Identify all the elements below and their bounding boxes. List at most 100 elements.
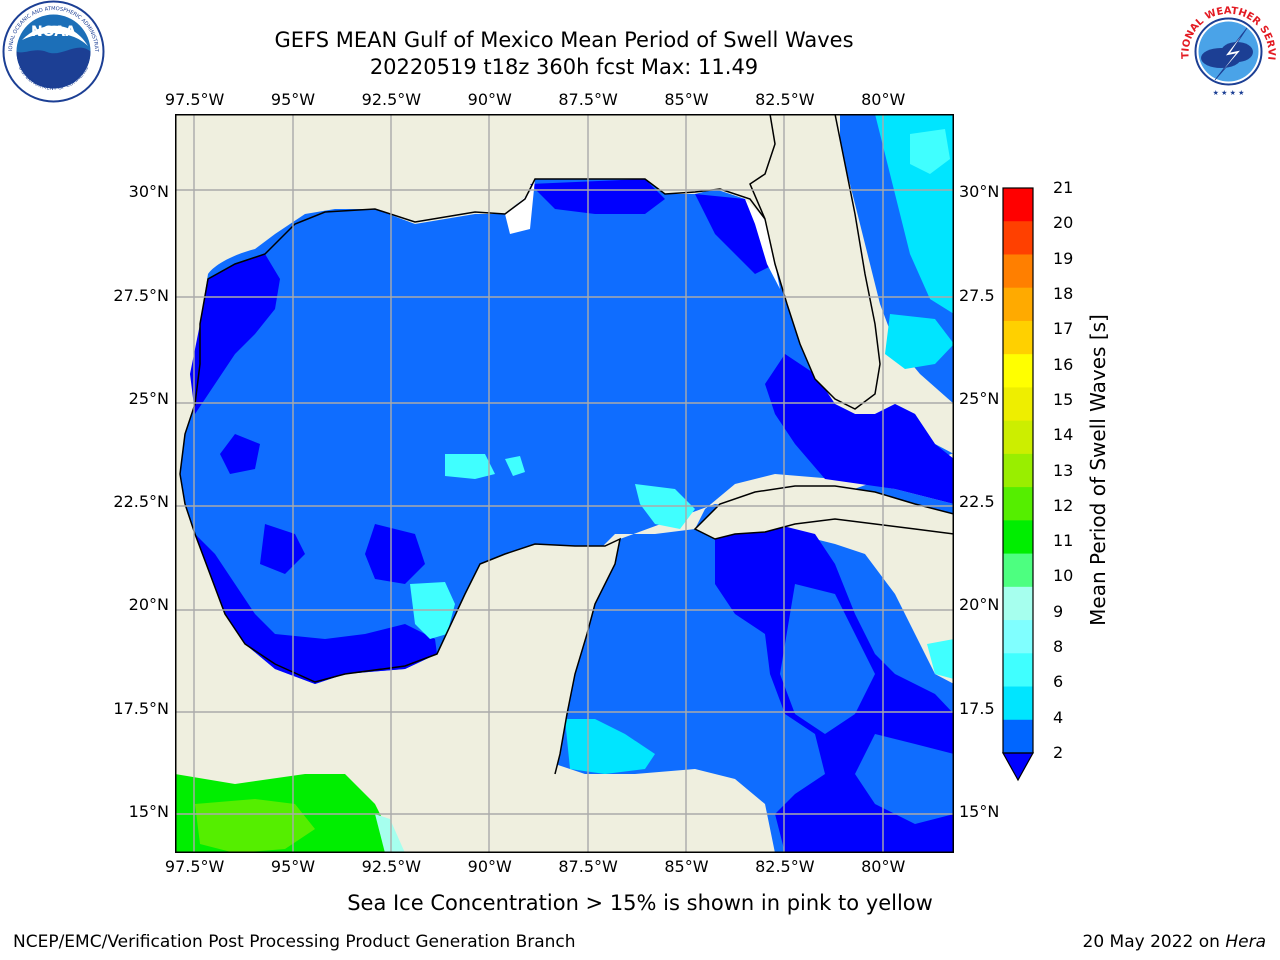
colorbar-swatch [1003,653,1033,688]
lat-tick-left: 27.5°N [113,285,169,305]
map-grid [175,114,954,853]
lat-tick-right: 27.5 [959,285,995,305]
colorbar-tick: 13 [1053,460,1074,480]
caribbean-cyan-east [927,639,954,679]
lon-tick-bottom: 80°W [861,857,906,876]
lon-tick-bottom: 90°W [467,857,512,876]
gulf-dark-margin-southwest [195,534,437,684]
gulf-water [180,179,954,853]
noaa-logo-text: NOAA [31,24,76,40]
colorbar-tick: 19 [1053,248,1074,268]
gulf-dark-margin-north [530,179,665,214]
lon-tick-top: 87.5°W [558,90,618,109]
colorbar-tick: 8 [1053,637,1064,657]
colorbar-swatch [1003,354,1033,388]
nws-logo-icon: NATIONAL WEATHER SERVICE ★ ★ ★ ★ [1177,0,1279,102]
chart-title: GEFS MEAN Gulf of Mexico Mean Period of … [274,28,854,52]
gulf-dark-margin-keys [765,354,954,504]
lon-tick-bottom: 87.5°W [558,857,618,876]
lon-tick-bottom: 82.5°W [755,857,815,876]
colorbar [1001,187,1035,782]
lon-tick-bottom: 95°W [270,857,316,876]
colorbar-tick: 15 [1053,389,1074,409]
noaa-logo-icon: NOAA NATIONAL OCEANIC AND ATMOSPHERIC AD… [2,0,105,103]
bahamas-cyan [885,314,954,369]
colorbar-swatch [1003,453,1033,488]
colorbar-swatch [1003,188,1033,222]
lat-tick-left: 15°N [128,801,169,821]
lat-tick-right: 17.5 [959,698,995,718]
gulf-dark-margin-west [190,254,280,414]
lon-tick-top: 92.5°W [361,90,422,109]
colorbar-frame [1002,187,1034,754]
colorbar-swatch [1003,620,1033,654]
svg-text:★ ★ ★ ★: ★ ★ ★ ★ [1213,89,1245,97]
pacific-cyan [375,814,405,853]
footer-credit: NCEP/EMC/Verification Post Processing Pr… [13,932,576,952]
sea-ice-note: Sea Ice Concentration > 15% is shown in … [347,891,933,915]
colorbar-tick: 18 [1053,283,1074,303]
footer-date: 20 May 2022 on Hera [1083,932,1267,952]
lat-tick-right: 20°N [959,595,1000,615]
lat-tick-right: 15°N [959,801,1000,821]
lon-tick-top: 80°W [861,90,906,109]
lat-tick-right: 30°N [959,182,1000,202]
colorbar-extend-arrow [1001,752,1035,782]
lat-tick-left: 25°N [128,388,169,408]
lat-tick-left: 30°N [128,182,169,202]
colorbar-swatch [1003,254,1033,289]
coast-missing-florida [745,199,780,289]
lat-tick-left: 20°N [128,595,169,615]
chart-subtitle: 20220519 t18z 360h fcst Max: 11.49 [369,55,759,79]
colorbar-tick: 12 [1053,495,1074,515]
colorbar-swatch [1003,586,1033,621]
colorbar-label: Mean Period of Swell Waves [s] [1086,314,1110,626]
footer-host: Hera [1225,932,1266,952]
colorbar-tick: 2 [1053,743,1064,762]
lon-tick-top: 97.5°W [164,90,225,109]
colorbar-swatch [1003,387,1033,422]
colorbar-swatch [1003,287,1033,322]
colorbar-swatch [1003,487,1033,521]
gulf-coastline [179,178,766,505]
lon-tick-bottom: 92.5°W [361,857,422,876]
lon-tick-top: 85°W [664,90,709,109]
colorbar-swatch [1003,719,1033,754]
colorbar-tick: 21 [1053,178,1074,197]
footer-date-text: 20 May 2022 on [1082,932,1226,952]
cuba-land [693,485,954,540]
lon-tick-top: 90°W [467,90,512,109]
colorbar-swatch [1003,553,1033,588]
caribbean-mid-patch [780,584,875,734]
atlantic-light-cyan [910,129,950,174]
colorbar-tick: 17 [1053,319,1074,339]
lon-tick-top: 95°W [270,90,316,109]
yucatan-land [175,539,620,853]
gulf-dark-blob-3 [220,434,260,474]
map-frame [175,114,954,853]
colorbar-tick: 20 [1053,213,1074,233]
colorbar-swatch [1003,420,1033,455]
caribbean-mid-patch-2 [855,734,954,824]
swell-period-map [175,114,954,853]
lat-tick-left: 17.5°N [113,698,169,718]
lat-tick-left: 22.5°N [113,492,169,512]
pacific-light-green [195,799,315,853]
mexico-coastline [184,503,622,775]
lon-tick-bottom: 97.5°W [164,857,225,876]
colorbar-tick: 10 [1053,566,1074,586]
florida-coastline [749,114,881,410]
colorbar-tick: 6 [1053,672,1064,692]
colorbar-swatch [1003,320,1033,355]
lat-tick-right: 22.5 [959,492,995,512]
colorbar-swatch [1003,520,1033,555]
lon-tick-bottom: 85°W [664,857,709,876]
lat-tick-right: 25°N [959,388,1000,408]
gulf-cyan-patch-central [445,454,495,479]
gulf-dark-blob-2 [260,524,305,574]
coast-missing-north [505,179,535,234]
colorbar-tick: 16 [1053,354,1074,374]
colorbar-tick: 11 [1053,531,1074,551]
colorbar-swatch [1003,221,1033,255]
colorbar-tick: 14 [1053,425,1074,445]
